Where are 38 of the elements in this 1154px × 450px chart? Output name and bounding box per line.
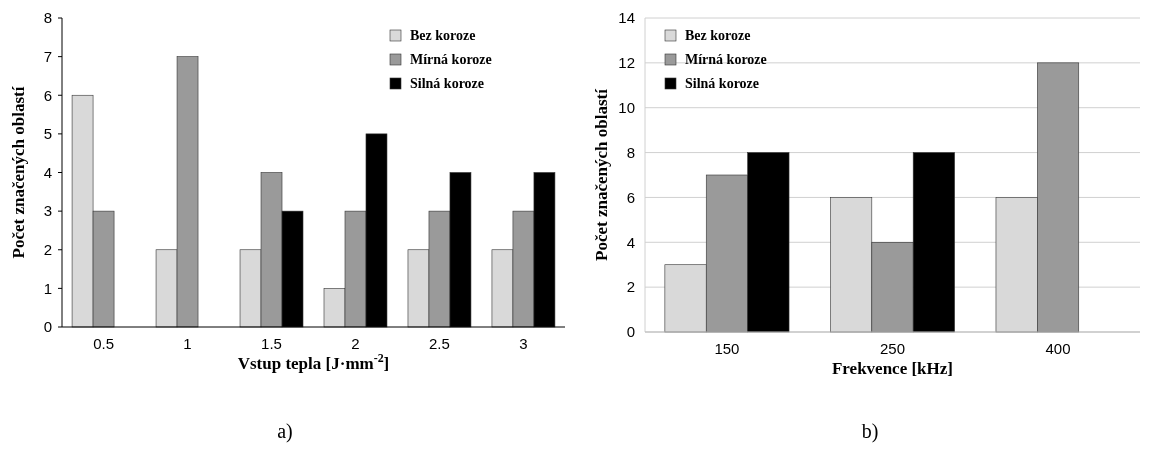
y-tick-label: 6 — [626, 188, 635, 206]
x-axis-title: Frekvence [kHz] — [831, 359, 954, 378]
y-tick-label: 5 — [43, 125, 52, 143]
y-tick-label: 1 — [43, 279, 52, 297]
y-tick-label: 0 — [43, 318, 52, 336]
legend-label: Bez koroze — [410, 28, 476, 43]
y-tick-label: 2 — [626, 278, 635, 296]
text: b) — [861, 420, 879, 443]
y-tick-label: 14 — [618, 9, 635, 27]
legend-label: Bez koroze — [685, 28, 751, 43]
x-tick-label: 400 — [1045, 340, 1071, 357]
y-axis-title: Počet značených oblastí — [592, 88, 611, 261]
x-tick-label: 1.5 — [261, 335, 282, 352]
x-axis-title: Vstup tepla [J·mm$^{-2}$] — [237, 351, 390, 373]
y-tick-label: 6 — [43, 86, 52, 104]
legend-label: Silná koroze — [410, 76, 485, 91]
y-tick-label: 12 — [618, 54, 635, 72]
x-tick-label: 250 — [879, 340, 906, 357]
x-tick-label: 1 — [183, 335, 192, 352]
y-tick-label: 4 — [626, 233, 635, 251]
y-tick-label: 4 — [43, 163, 52, 181]
legend-label: Mírná koroze — [410, 52, 492, 67]
y-tick-label: 8 — [626, 143, 635, 161]
y-tick-label: 10 — [618, 98, 635, 116]
y-tick-label: 3 — [43, 202, 52, 220]
legend-label: Mírná koroze — [685, 52, 767, 67]
x-tick-label: 150 — [714, 340, 740, 357]
y-tick-label: 7 — [43, 47, 52, 65]
legend-label: Silná koroze — [685, 76, 760, 91]
y-tick-label: 8 — [43, 9, 52, 27]
y-axis-title: Počet značených oblastí — [9, 86, 28, 259]
text: a) — [277, 420, 293, 443]
x-tick-label: 2 — [351, 335, 360, 352]
x-tick-label: 3 — [519, 335, 528, 352]
y-tick-label: 2 — [43, 241, 52, 258]
y-tick-label: 0 — [626, 323, 635, 341]
x-tick-label: 2.5 — [429, 335, 450, 352]
x-tick-label: 0.5 — [93, 335, 114, 352]
